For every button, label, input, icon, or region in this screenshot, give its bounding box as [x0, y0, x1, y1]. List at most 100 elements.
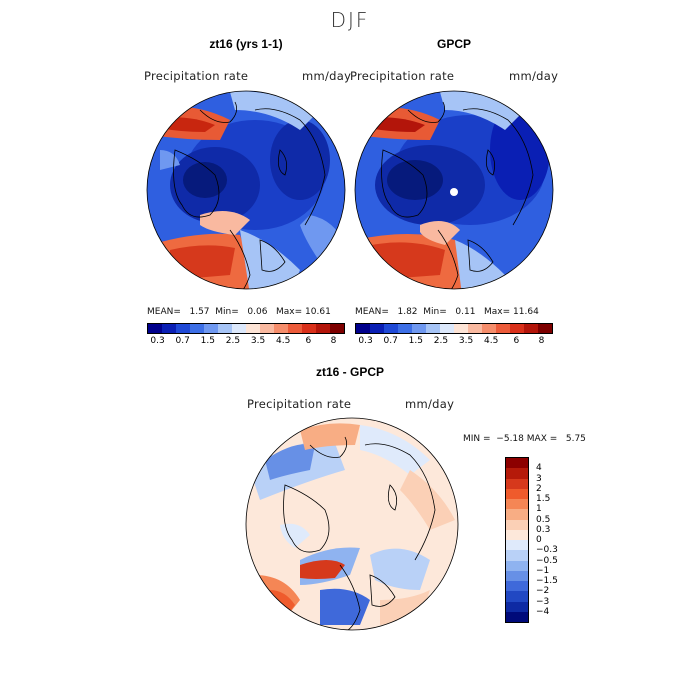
- panel-1-field-label: Precipitation rate: [144, 69, 249, 83]
- min-label: Min=: [215, 307, 239, 317]
- colorbar-swatch: [506, 560, 528, 571]
- panel-1-title: zt16 (yrs 1-1): [209, 37, 283, 51]
- colorbar-swatch: [384, 324, 398, 333]
- diff-colorbar-ticks: 4 3 2 1.5 1 0.5 0.3 0 −0.3 −0.5 −1 −1.5 −2 −3 −4: [536, 458, 576, 622]
- colorbar-swatch: [506, 591, 528, 602]
- colorbar-swatch: [506, 581, 528, 592]
- colorbar-tick-label: 2.5: [225, 336, 241, 346]
- diff-colorbar: [505, 457, 529, 623]
- colorbar-swatch: [506, 519, 528, 530]
- colorbar-tick-label: 6: [305, 336, 312, 346]
- colorbar-tick-label: 0.3: [150, 336, 165, 346]
- colorbar-swatch: [232, 324, 246, 333]
- colorbar-tick-label: −4: [536, 606, 550, 617]
- mean-label: MEAN=: [355, 307, 389, 317]
- max-value: 10.61: [305, 307, 331, 317]
- mean-value: 1.57: [189, 307, 210, 317]
- colorbar-swatch: [506, 468, 528, 479]
- colorbar-swatch: [440, 324, 454, 333]
- colorbar-swatch: [356, 324, 370, 333]
- colorbar-swatch: [260, 324, 274, 333]
- colorbar-tick-label: 3: [536, 473, 542, 484]
- colorbar-swatch: [316, 324, 330, 333]
- max-label: Max=: [484, 307, 511, 317]
- min-label: MIN =: [463, 434, 491, 444]
- colorbar-tick-label: 2: [536, 483, 542, 494]
- colorbar-swatch: [190, 324, 204, 333]
- figure-title: DJF: [330, 8, 370, 32]
- colorbar-swatch: [524, 324, 538, 333]
- colorbar-swatch: [398, 324, 412, 333]
- colorbar-tick-label: 8: [538, 336, 545, 346]
- panel-1-units: mm/day: [302, 69, 352, 83]
- panel-2-stats: MEAN= 1.82 Min= 0.11 Max= 11.64: [355, 307, 539, 317]
- colorbar-swatch: [468, 324, 482, 333]
- colorbar-tick-label: 4: [536, 463, 542, 474]
- colorbar-swatch: [506, 458, 528, 469]
- mean-label: MEAN=: [147, 307, 181, 317]
- colorbar-swatch: [506, 570, 528, 581]
- difference-map: [246, 418, 458, 630]
- colorbar-swatch: [454, 324, 468, 333]
- colorbar-swatch: [412, 324, 426, 333]
- colorbar-swatch: [506, 478, 528, 489]
- panel-2-colorbar: [355, 323, 553, 334]
- colorbar-swatch: [510, 324, 524, 333]
- colorbar-swatch: [288, 324, 302, 333]
- colorbar-swatch: [162, 324, 176, 333]
- panel-1-stats: MEAN= 1.57 Min= 0.06 Max= 10.61: [147, 307, 331, 317]
- min-value: −5.18: [496, 434, 524, 444]
- colorbar-tick-label: 3.5: [250, 336, 266, 346]
- colorbar-swatch: [482, 324, 496, 333]
- diff-stats: MIN = −5.18 MAX = 5.75: [463, 434, 586, 444]
- colorbar-tick-label: 4.5: [276, 336, 291, 346]
- colorbar-tick-label: 4.5: [484, 336, 499, 346]
- min-label: Min=: [423, 307, 447, 317]
- colorbar-swatch: [506, 529, 528, 540]
- colorbar-swatch: [506, 611, 528, 622]
- diff-units: mm/day: [405, 397, 455, 411]
- panel-2-title: GPCP: [436, 37, 471, 51]
- max-label: Max=: [276, 307, 303, 317]
- max-label: MAX =: [526, 434, 558, 444]
- colorbar-tick-label: −0.5: [536, 555, 558, 566]
- colorbar-tick-label: 1: [536, 504, 542, 515]
- panel-1-colorbar: [147, 323, 345, 334]
- colorbar-tick-label: 0.5: [536, 514, 551, 525]
- colorbar-swatch: [506, 488, 528, 499]
- colorbar-swatch: [506, 601, 528, 612]
- diff-field-label: Precipitation rate: [247, 397, 352, 411]
- min-value: 0.06: [247, 307, 268, 317]
- colorbar-tick-label: −2: [536, 586, 550, 597]
- colorbar-swatch: [370, 324, 384, 333]
- colorbar-tick-label: 6: [513, 336, 520, 346]
- colorbar-tick-label: 0: [536, 535, 542, 545]
- colorbar-swatch: [506, 540, 528, 551]
- colorbar-swatch: [302, 324, 316, 333]
- precip-map-gpcp: [355, 91, 553, 289]
- precip-map-model: [147, 91, 345, 289]
- max-value: 5.75: [565, 434, 586, 444]
- colorbar-tick-label: 1.5: [200, 336, 215, 346]
- colorbar-swatch: [246, 324, 260, 333]
- colorbar-swatch: [274, 324, 288, 333]
- colorbar-tick-label: −0.3: [536, 545, 558, 556]
- colorbar-tick-label: 8: [330, 336, 337, 346]
- colorbar-swatch: [426, 324, 440, 333]
- min-value: 0.11: [455, 307, 476, 317]
- colorbar-swatch: [218, 324, 232, 333]
- colorbar-tick-label: −1.5: [536, 576, 558, 586]
- panel-2-colorbar-ticks: 0.3 0.7 1.5 2.5 3.5 4.5 6 8: [353, 336, 554, 346]
- colorbar-swatch: [204, 324, 218, 333]
- max-value: 11.64: [513, 307, 539, 317]
- colorbar-swatch: [176, 324, 190, 333]
- colorbar-swatch: [506, 550, 528, 561]
- colorbar-swatch: [148, 324, 162, 333]
- mean-value: 1.82: [397, 307, 418, 317]
- panel-2-units: mm/day: [509, 69, 559, 83]
- colorbar-tick-label: 0.7: [175, 336, 190, 346]
- colorbar-tick-label: 0.7: [383, 336, 398, 346]
- colorbar-swatch: [496, 324, 510, 333]
- panel-2-field-label: Precipitation rate: [350, 69, 455, 83]
